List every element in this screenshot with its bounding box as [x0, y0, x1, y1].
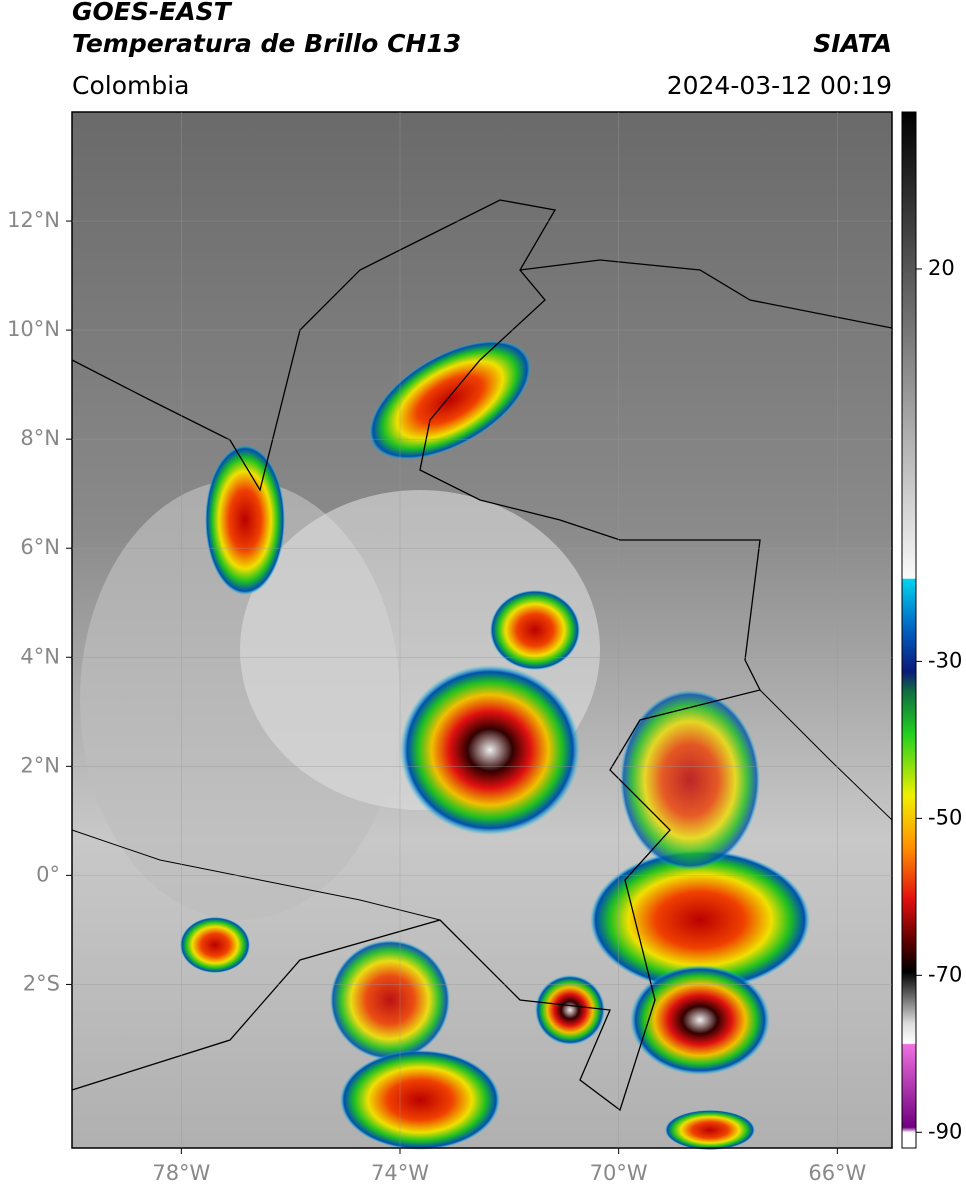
- x-tick-label: 66°W: [808, 1161, 866, 1185]
- source: SIATA: [813, 29, 892, 58]
- y-tick-label: 2°N: [20, 753, 60, 777]
- y-tick-label: 8°N: [20, 426, 60, 450]
- map-frame: [71, 111, 893, 1149]
- y-tick-label: 12°N: [7, 208, 60, 232]
- colorbar-tick-label: -30: [928, 648, 962, 672]
- y-tick-label: 0°: [36, 862, 60, 886]
- timestamp: 2024-03-12 00:19: [667, 71, 892, 100]
- title-line2: Temperatura de Brillo CH13: [72, 29, 461, 58]
- title-line1: GOES-EAST: [72, 0, 233, 26]
- colorbar-tick-label: -90: [928, 1119, 962, 1143]
- colorbar: [901, 111, 917, 1149]
- x-tick-label: 74°W: [371, 1161, 429, 1185]
- colorbar-tick-label: 20: [928, 256, 955, 280]
- x-tick-label: 70°W: [590, 1161, 648, 1185]
- colorbar-tick-label: -70: [928, 962, 962, 986]
- satellite-image: [71, 112, 893, 1150]
- colorbar-tick-label: -50: [928, 805, 962, 829]
- y-tick-label: 4°N: [20, 644, 60, 668]
- y-tick-label: 10°N: [7, 317, 60, 341]
- region: Colombia: [72, 71, 189, 100]
- x-tick-label: 78°W: [152, 1161, 210, 1185]
- y-tick-label: 6°N: [20, 535, 60, 559]
- y-tick-label: 2°S: [23, 971, 60, 995]
